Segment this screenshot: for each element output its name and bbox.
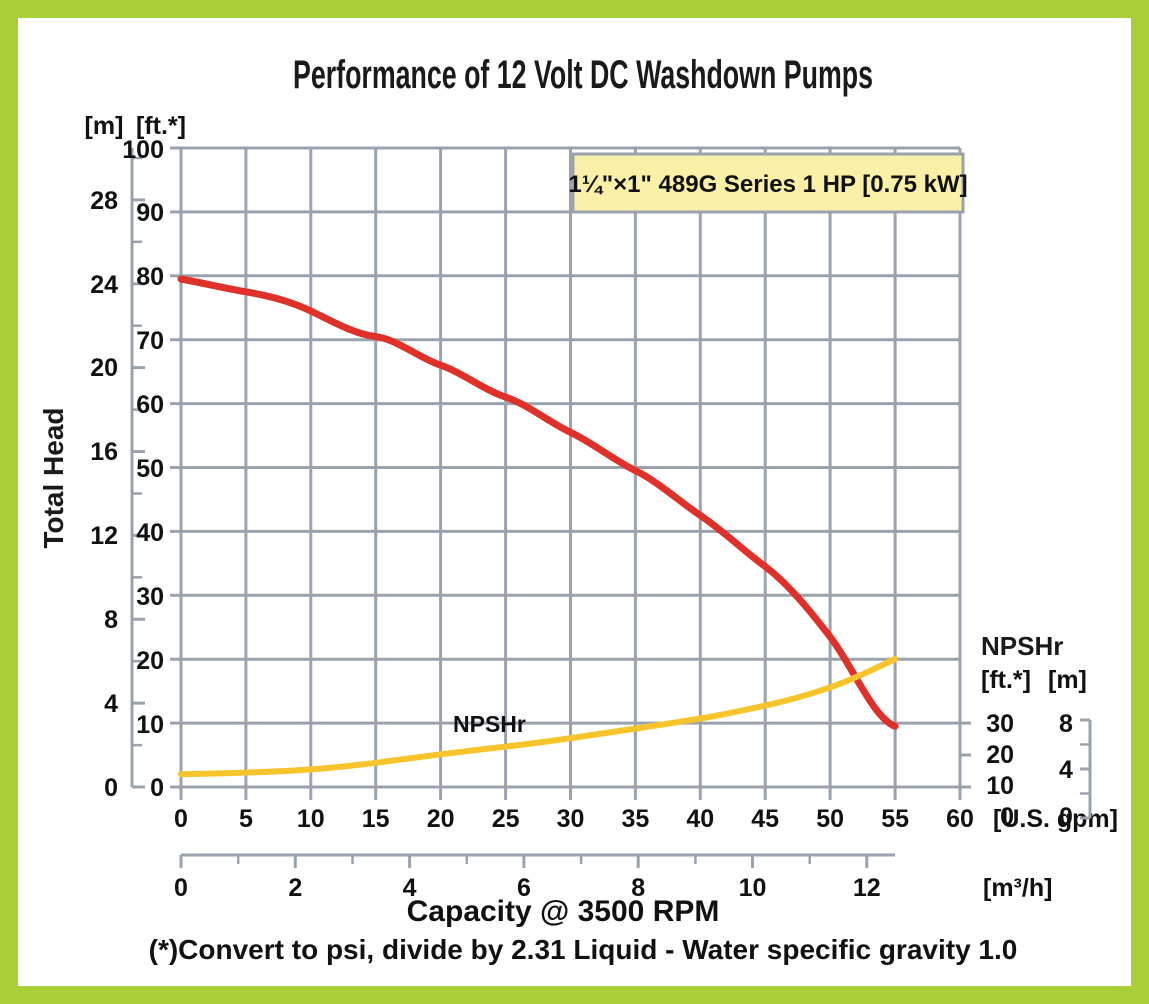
- y-unit-meters: [m]: [85, 112, 124, 140]
- xtick-gpm-55: 55: [881, 805, 909, 833]
- x-axis-m3h-labels: 0 2 4 6 8 10 12 [m³/h]: [174, 874, 1052, 902]
- xtick-m3h-0: 0: [174, 874, 188, 902]
- ytick-ft-80: 80: [136, 263, 164, 291]
- y-unit-feet: [ft.*]: [136, 112, 186, 140]
- npshr-curve: [178, 656, 899, 778]
- npshr-unit-feet: [ft.*]: [981, 666, 1031, 694]
- x-unit-m3h: [m³/h]: [983, 874, 1052, 902]
- xtick-m3h-10: 10: [739, 874, 767, 902]
- npshr-tick-ft-0: 0: [1000, 803, 1014, 831]
- npshr-feet-axis-ticks: [960, 721, 971, 789]
- ytick-m-8: 8: [104, 606, 118, 634]
- ytick-ft-60: 60: [136, 391, 164, 419]
- ytick-ft-0: 0: [150, 774, 164, 802]
- xtick-gpm-45: 45: [751, 805, 779, 833]
- npshr-tick-m-4: 4: [1059, 756, 1073, 784]
- y-axis-feet-ticks: [170, 146, 181, 789]
- ytick-ft-10: 10: [136, 711, 164, 739]
- xtick-gpm-0: 0: [174, 805, 188, 833]
- ytick-m-24: 24: [90, 271, 118, 299]
- head-curve: [177, 275, 899, 730]
- ytick-ft-90: 90: [136, 199, 164, 227]
- x-axis-gpm: [179, 785, 962, 800]
- npshr-unit-meters: [m]: [1048, 666, 1087, 694]
- xtick-gpm-20: 20: [427, 805, 455, 833]
- xtick-m3h-12: 12: [853, 874, 881, 902]
- xtick-m3h-2: 2: [288, 874, 302, 902]
- ytick-ft-70: 70: [136, 327, 164, 355]
- ytick-ft-20: 20: [136, 647, 164, 675]
- npshr-tick-ft-30: 30: [986, 710, 1014, 738]
- npshr-axis-group: NPSHr [ft.*] [m] 30 20 10 0 8 4 0: [960, 631, 1092, 831]
- ytick-m-0: 0: [104, 774, 118, 802]
- ytick-m-20: 20: [90, 354, 118, 382]
- ytick-m-4: 4: [104, 690, 118, 718]
- xtick-gpm-35: 35: [621, 805, 649, 833]
- legend-text: 1¼"×1" 489G Series 1 HP [0.75 kW]: [568, 171, 967, 198]
- xtick-gpm-15: 15: [362, 805, 390, 833]
- npshr-tick-ft-20: 20: [986, 741, 1014, 769]
- npshr-meters-axis-bar: [1080, 718, 1092, 820]
- xtick-gpm-50: 50: [816, 805, 844, 833]
- xtick-gpm-25: 25: [492, 805, 520, 833]
- xtick-m3h-4: 4: [403, 874, 417, 902]
- npshr-curve-label: NPSHr: [453, 711, 526, 737]
- ytick-m-16: 16: [90, 438, 118, 466]
- ytick-ft-40: 40: [136, 519, 164, 547]
- x-axis-caption: Capacity @ 3500 RPM: [407, 895, 720, 928]
- x-axis-gpm-labels: 0 5 10 15 20 25 30 35 40 45 50 55 60 [U.…: [174, 805, 1118, 833]
- legend-box: 1¼"×1" 489G Series 1 HP [0.75 kW]: [568, 152, 968, 214]
- ytick-ft-100: 100: [122, 136, 164, 164]
- xtick-gpm-5: 5: [239, 805, 253, 833]
- npshr-axis-title: NPSHr: [981, 631, 1063, 661]
- ytick-ft-30: 30: [136, 583, 164, 611]
- chart-frame: Performance of 12 Volt DC Washdown Pumps…: [18, 18, 1131, 986]
- ytick-m-12: 12: [90, 522, 118, 550]
- footnote-caption: (*)Convert to psi, divide by 2.31 Liquid…: [149, 934, 1018, 965]
- xtick-gpm-30: 30: [557, 805, 585, 833]
- xtick-gpm-10: 10: [297, 805, 325, 833]
- y-axis-meters-labels: 0 4 8 12 16 20 24 28 [m]: [85, 112, 124, 802]
- y-axis-meters: [130, 148, 145, 789]
- xtick-m3h-8: 8: [631, 874, 645, 902]
- npshr-tick-m-8: 8: [1059, 710, 1073, 738]
- performance-chart-svg: Performance of 12 Volt DC Washdown Pumps…: [38, 53, 1118, 965]
- x-unit-gpm: [U.S. gpm]: [993, 805, 1118, 833]
- xtick-gpm-60: 60: [946, 805, 974, 833]
- npshr-tick-ft-10: 10: [986, 772, 1014, 800]
- chart-stage: Performance of 12 Volt DC Washdown Pumps…: [18, 18, 1131, 986]
- npshr-tick-m-0: 0: [1059, 803, 1073, 831]
- plot-grid: [179, 146, 962, 789]
- data-curves: [177, 275, 899, 778]
- ytick-m-28: 28: [90, 187, 118, 215]
- y-axis-feet-labels: 100 90 80 70 60 50 40 30 20 10 0 [ft.*]: [122, 112, 186, 802]
- xtick-gpm-40: 40: [686, 805, 714, 833]
- xtick-m3h-6: 6: [517, 874, 531, 902]
- page-title: Performance of 12 Volt DC Washdown Pumps: [293, 53, 873, 97]
- ytick-ft-50: 50: [136, 455, 164, 483]
- y-axis-title: Total Head: [38, 407, 69, 548]
- x-axis-m3h: [179, 853, 895, 868]
